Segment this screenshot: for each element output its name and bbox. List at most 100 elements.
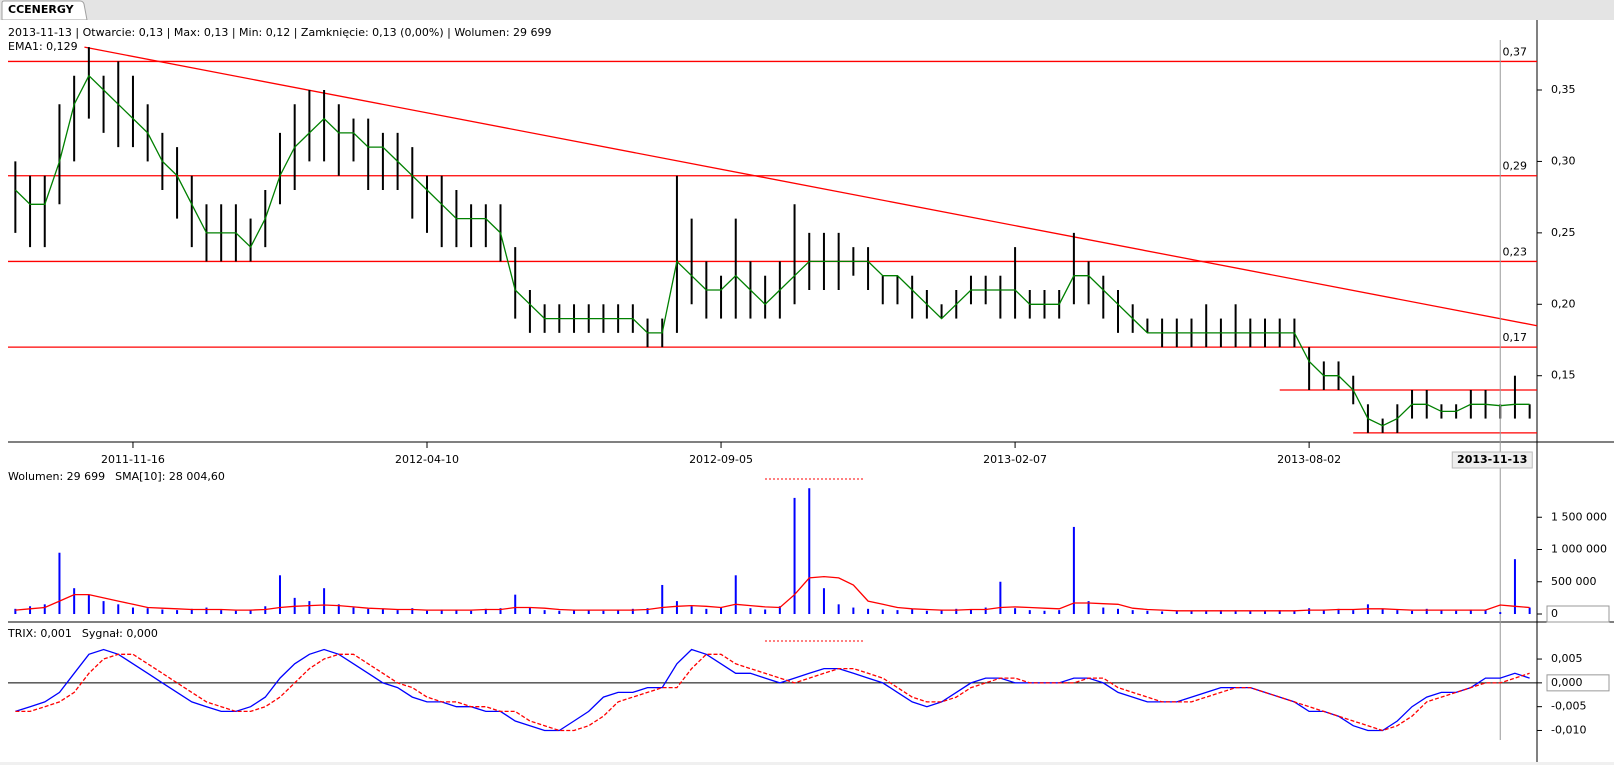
volume-bar (1249, 610, 1252, 614)
volume-bar (631, 608, 634, 614)
y-tick-label: 1 000 000 (1551, 543, 1607, 556)
info-line: 2013-11-13 | Otwarcie: 0,13 | Max: 0,13 … (8, 26, 552, 39)
y-tick-label: 0,35 (1551, 83, 1576, 96)
volume-bar (822, 588, 825, 614)
volume-bar (558, 610, 561, 614)
volume-bar (352, 607, 355, 614)
volume-bar (543, 610, 546, 614)
volume-bar (661, 584, 664, 614)
volume-bar (955, 608, 958, 614)
y-tick-label: 0,000 (1551, 676, 1583, 689)
volume-bar (161, 609, 164, 614)
volume-bar (278, 575, 281, 614)
tab[interactable] (1, 0, 88, 21)
volume-bar (1322, 609, 1325, 614)
volume-bar (837, 604, 840, 614)
volume-bar (514, 594, 517, 614)
series-line (15, 653, 1530, 732)
volume-bar (1116, 608, 1119, 614)
volume-bar (381, 609, 384, 614)
volume-bar (102, 601, 105, 614)
volume-bar (1264, 611, 1267, 614)
volume-bar (778, 606, 781, 614)
volume-bar (73, 588, 76, 614)
volume-bar (1396, 610, 1399, 614)
volume-bar (1381, 609, 1384, 614)
volume-bar (14, 608, 17, 614)
volume-bar (1161, 611, 1164, 614)
trend-line (84, 46, 1538, 327)
volume-bar (43, 604, 46, 614)
chart-background (0, 20, 1614, 765)
volume-bar (499, 608, 502, 614)
volume-bar (690, 606, 693, 614)
y-tick-label: 0,30 (1551, 154, 1576, 167)
cursor-label-box (1451, 451, 1533, 469)
x-tick-label: 2012-09-05 (689, 453, 753, 466)
y-tick-label: -0,005 (1551, 700, 1586, 713)
volume-bar (455, 610, 458, 614)
legend-entry: Sygnał: 0,000 (82, 627, 158, 640)
bottom-edge (0, 762, 1614, 765)
volume-bar (1499, 612, 1502, 614)
tab-label[interactable]: CCENERGY (8, 3, 75, 16)
volume-bar (146, 608, 149, 614)
legend-entry: TRIX: 0,001 (7, 627, 72, 640)
volume-bar (1352, 610, 1355, 614)
y-tick-label: 0 (1551, 607, 1558, 620)
volume-bar (528, 607, 531, 614)
volume-bar (675, 601, 678, 614)
volume-bar (734, 575, 737, 614)
y-tick-label: 0,15 (1551, 369, 1576, 382)
y-tick-label: 0,20 (1551, 297, 1576, 310)
volume-bar (249, 609, 252, 614)
volume-bar (867, 608, 870, 614)
series-line (14, 74, 1530, 427)
volume-bar (367, 608, 370, 614)
y-tick-label: 500 000 (1551, 575, 1597, 588)
volume-bar (1190, 611, 1193, 614)
volume-bar (1014, 608, 1017, 614)
volume-bar (969, 609, 972, 614)
volume-bar (940, 610, 943, 614)
volume-bar (337, 604, 340, 614)
current-value-box (1546, 674, 1610, 692)
volume-bar (308, 601, 311, 614)
volume-bar (587, 610, 590, 614)
volume-bar (646, 608, 649, 614)
volume-bar (1293, 610, 1296, 614)
volume-bar (190, 608, 193, 614)
volume-bar (470, 610, 473, 614)
volume-bar (573, 609, 576, 614)
volume-bar (602, 610, 605, 614)
volume-bar (1146, 610, 1149, 614)
volume-bar (220, 610, 223, 614)
y-tick-label: 0,005 (1551, 652, 1583, 665)
volume-bar (617, 610, 620, 614)
volume-bar (911, 609, 914, 614)
volume-bar (426, 610, 429, 614)
volume-bar (1102, 607, 1105, 614)
volume-bar (984, 607, 987, 614)
volume-bar (1278, 610, 1281, 614)
volume-bar (1513, 559, 1516, 614)
volume-bar (1484, 610, 1487, 614)
volume-bar (396, 610, 399, 614)
volume-bar (764, 609, 767, 614)
x-tick-label: 2013-02-07 (983, 453, 1047, 466)
volume-bar (1411, 610, 1414, 614)
volume-bar (1131, 610, 1134, 614)
legend-entry: SMA[10]: 28 004,60 (115, 470, 225, 483)
volume-bar (1528, 607, 1531, 614)
volume-bar (852, 607, 855, 614)
volume-bar (323, 588, 326, 614)
volume-bar (1440, 610, 1443, 614)
volume-bar (87, 594, 90, 614)
volume-bar (484, 608, 487, 614)
volume-bar (1175, 610, 1178, 614)
legend-entry: Wolumen: 29 699 (8, 470, 105, 483)
volume-bar (793, 497, 796, 614)
volume-bar (1234, 611, 1237, 614)
volume-bar (705, 608, 708, 614)
